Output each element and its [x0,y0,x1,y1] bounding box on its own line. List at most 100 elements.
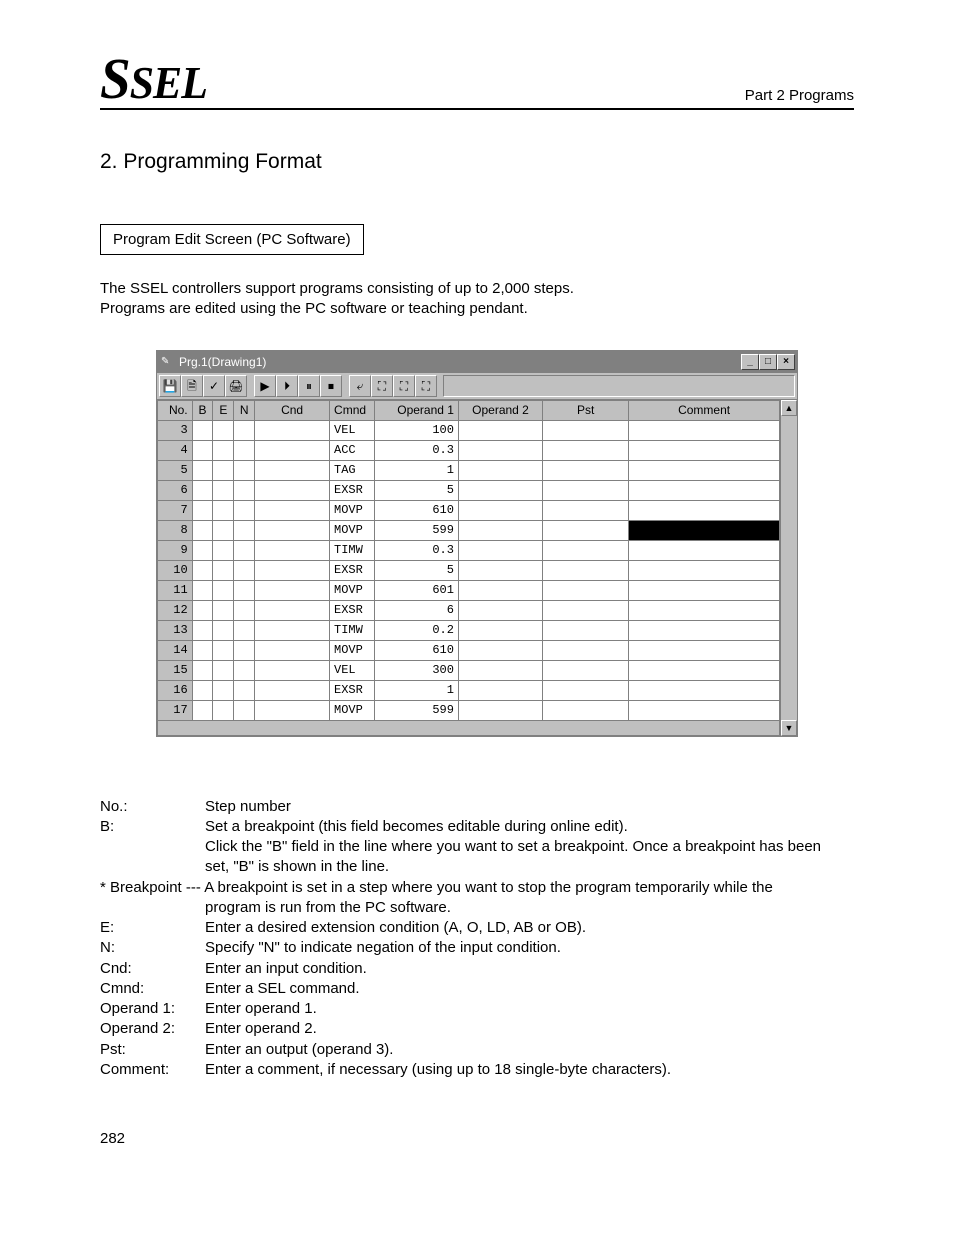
cell-pst[interactable] [543,580,629,600]
cell-op1[interactable]: 0.3 [374,440,458,460]
check-icon[interactable]: ✓ [203,375,225,397]
cell-b[interactable] [192,600,213,620]
cell-op1[interactable]: 610 [374,640,458,660]
cell-pst[interactable] [543,480,629,500]
cell-b[interactable] [192,480,213,500]
col-operand1[interactable]: Operand 1 [374,400,458,420]
cell-pst[interactable] [543,700,629,720]
program-grid[interactable]: No. B E N Cnd Cmnd Operand 1 Operand 2 P… [157,400,780,736]
cell-op2[interactable] [458,560,542,580]
cell-cmnd[interactable]: TIMW [330,540,375,560]
cell-comment[interactable] [629,700,780,720]
cell-cnd[interactable] [255,560,330,580]
table-row[interactable]: 9TIMW0.3 [158,540,780,560]
cell-cmnd[interactable]: VEL [330,660,375,680]
cell-op2[interactable] [458,600,542,620]
cell-op1[interactable]: 300 [374,660,458,680]
cell-b[interactable] [192,540,213,560]
cell-b[interactable] [192,560,213,580]
cell-comment[interactable] [629,440,780,460]
cell-op2[interactable] [458,640,542,660]
cell-comment[interactable] [629,560,780,580]
table-row[interactable]: 14MOVP610 [158,640,780,660]
cell-no[interactable]: 5 [158,460,193,480]
view1-icon[interactable]: ⛶ [371,375,393,397]
cell-b[interactable] [192,460,213,480]
cell-op2[interactable] [458,620,542,640]
cell-e[interactable] [213,460,234,480]
cell-e[interactable] [213,540,234,560]
cell-op1[interactable]: 599 [374,520,458,540]
cell-op2[interactable] [458,680,542,700]
cell-e[interactable] [213,660,234,680]
cell-cnd[interactable] [255,420,330,440]
cell-b[interactable] [192,660,213,680]
table-row[interactable]: 17MOVP599 [158,700,780,720]
cell-n[interactable] [234,500,255,520]
return-icon[interactable]: ⤶ [349,375,371,397]
pause-icon[interactable]: ⏸ [298,375,320,397]
cell-e[interactable] [213,520,234,540]
cell-cmnd[interactable]: EXSR [330,480,375,500]
cell-no[interactable]: 9 [158,540,193,560]
table-row[interactable]: 4ACC0.3 [158,440,780,460]
cell-op1[interactable]: 6 [374,600,458,620]
scroll-down-icon[interactable]: ▼ [781,720,797,736]
vertical-scrollbar[interactable]: ▲ ▼ [780,400,797,736]
table-row[interactable]: 16EXSR1 [158,680,780,700]
col-pst[interactable]: Pst [543,400,629,420]
cell-no[interactable]: 12 [158,600,193,620]
cell-e[interactable] [213,680,234,700]
cell-e[interactable] [213,420,234,440]
cell-op1[interactable]: 1 [374,680,458,700]
cell-n[interactable] [234,700,255,720]
cell-n[interactable] [234,460,255,480]
cell-n[interactable] [234,420,255,440]
cell-cnd[interactable] [255,480,330,500]
cell-pst[interactable] [543,440,629,460]
cell-no[interactable]: 8 [158,520,193,540]
table-row[interactable]: 6EXSR5 [158,480,780,500]
cell-e[interactable] [213,440,234,460]
cell-pst[interactable] [543,460,629,480]
cell-cnd[interactable] [255,460,330,480]
cell-comment[interactable] [629,480,780,500]
save-icon[interactable]: 💾 [159,375,181,397]
col-cnd[interactable]: Cnd [255,400,330,420]
cell-e[interactable] [213,480,234,500]
cell-b[interactable] [192,680,213,700]
cell-op2[interactable] [458,480,542,500]
cell-n[interactable] [234,660,255,680]
cell-comment[interactable] [629,640,780,660]
cell-cmnd[interactable]: MOVP [330,700,375,720]
cell-op1[interactable]: 610 [374,500,458,520]
cell-op1[interactable]: 5 [374,560,458,580]
cell-pst[interactable] [543,540,629,560]
cell-n[interactable] [234,680,255,700]
cell-op1[interactable]: 601 [374,580,458,600]
col-no[interactable]: No. [158,400,193,420]
table-row[interactable]: 8MOVP599 [158,520,780,540]
cell-no[interactable]: 17 [158,700,193,720]
cell-cmnd[interactable]: MOVP [330,580,375,600]
cell-cnd[interactable] [255,660,330,680]
table-row[interactable]: 10EXSR5 [158,560,780,580]
cell-op2[interactable] [458,440,542,460]
cell-b[interactable] [192,700,213,720]
table-row[interactable]: 3VEL100 [158,420,780,440]
cell-op1[interactable]: 0.2 [374,620,458,640]
cell-n[interactable] [234,480,255,500]
table-row[interactable]: 15 VEL300 [158,660,780,680]
cell-cmnd[interactable]: TIMW [330,620,375,640]
cell-cmnd[interactable]: VEL [330,420,375,440]
cell-n[interactable] [234,640,255,660]
cell-pst[interactable] [543,600,629,620]
cell-cmnd[interactable]: MOVP [330,500,375,520]
cell-n[interactable] [234,600,255,620]
cell-no[interactable]: 15 [158,660,193,680]
col-b[interactable]: B [192,400,213,420]
step-icon[interactable]: ⏵ [276,375,298,397]
stop-icon[interactable]: ⏹ [320,375,342,397]
cell-no[interactable]: 11 [158,580,193,600]
cell-comment[interactable] [629,500,780,520]
